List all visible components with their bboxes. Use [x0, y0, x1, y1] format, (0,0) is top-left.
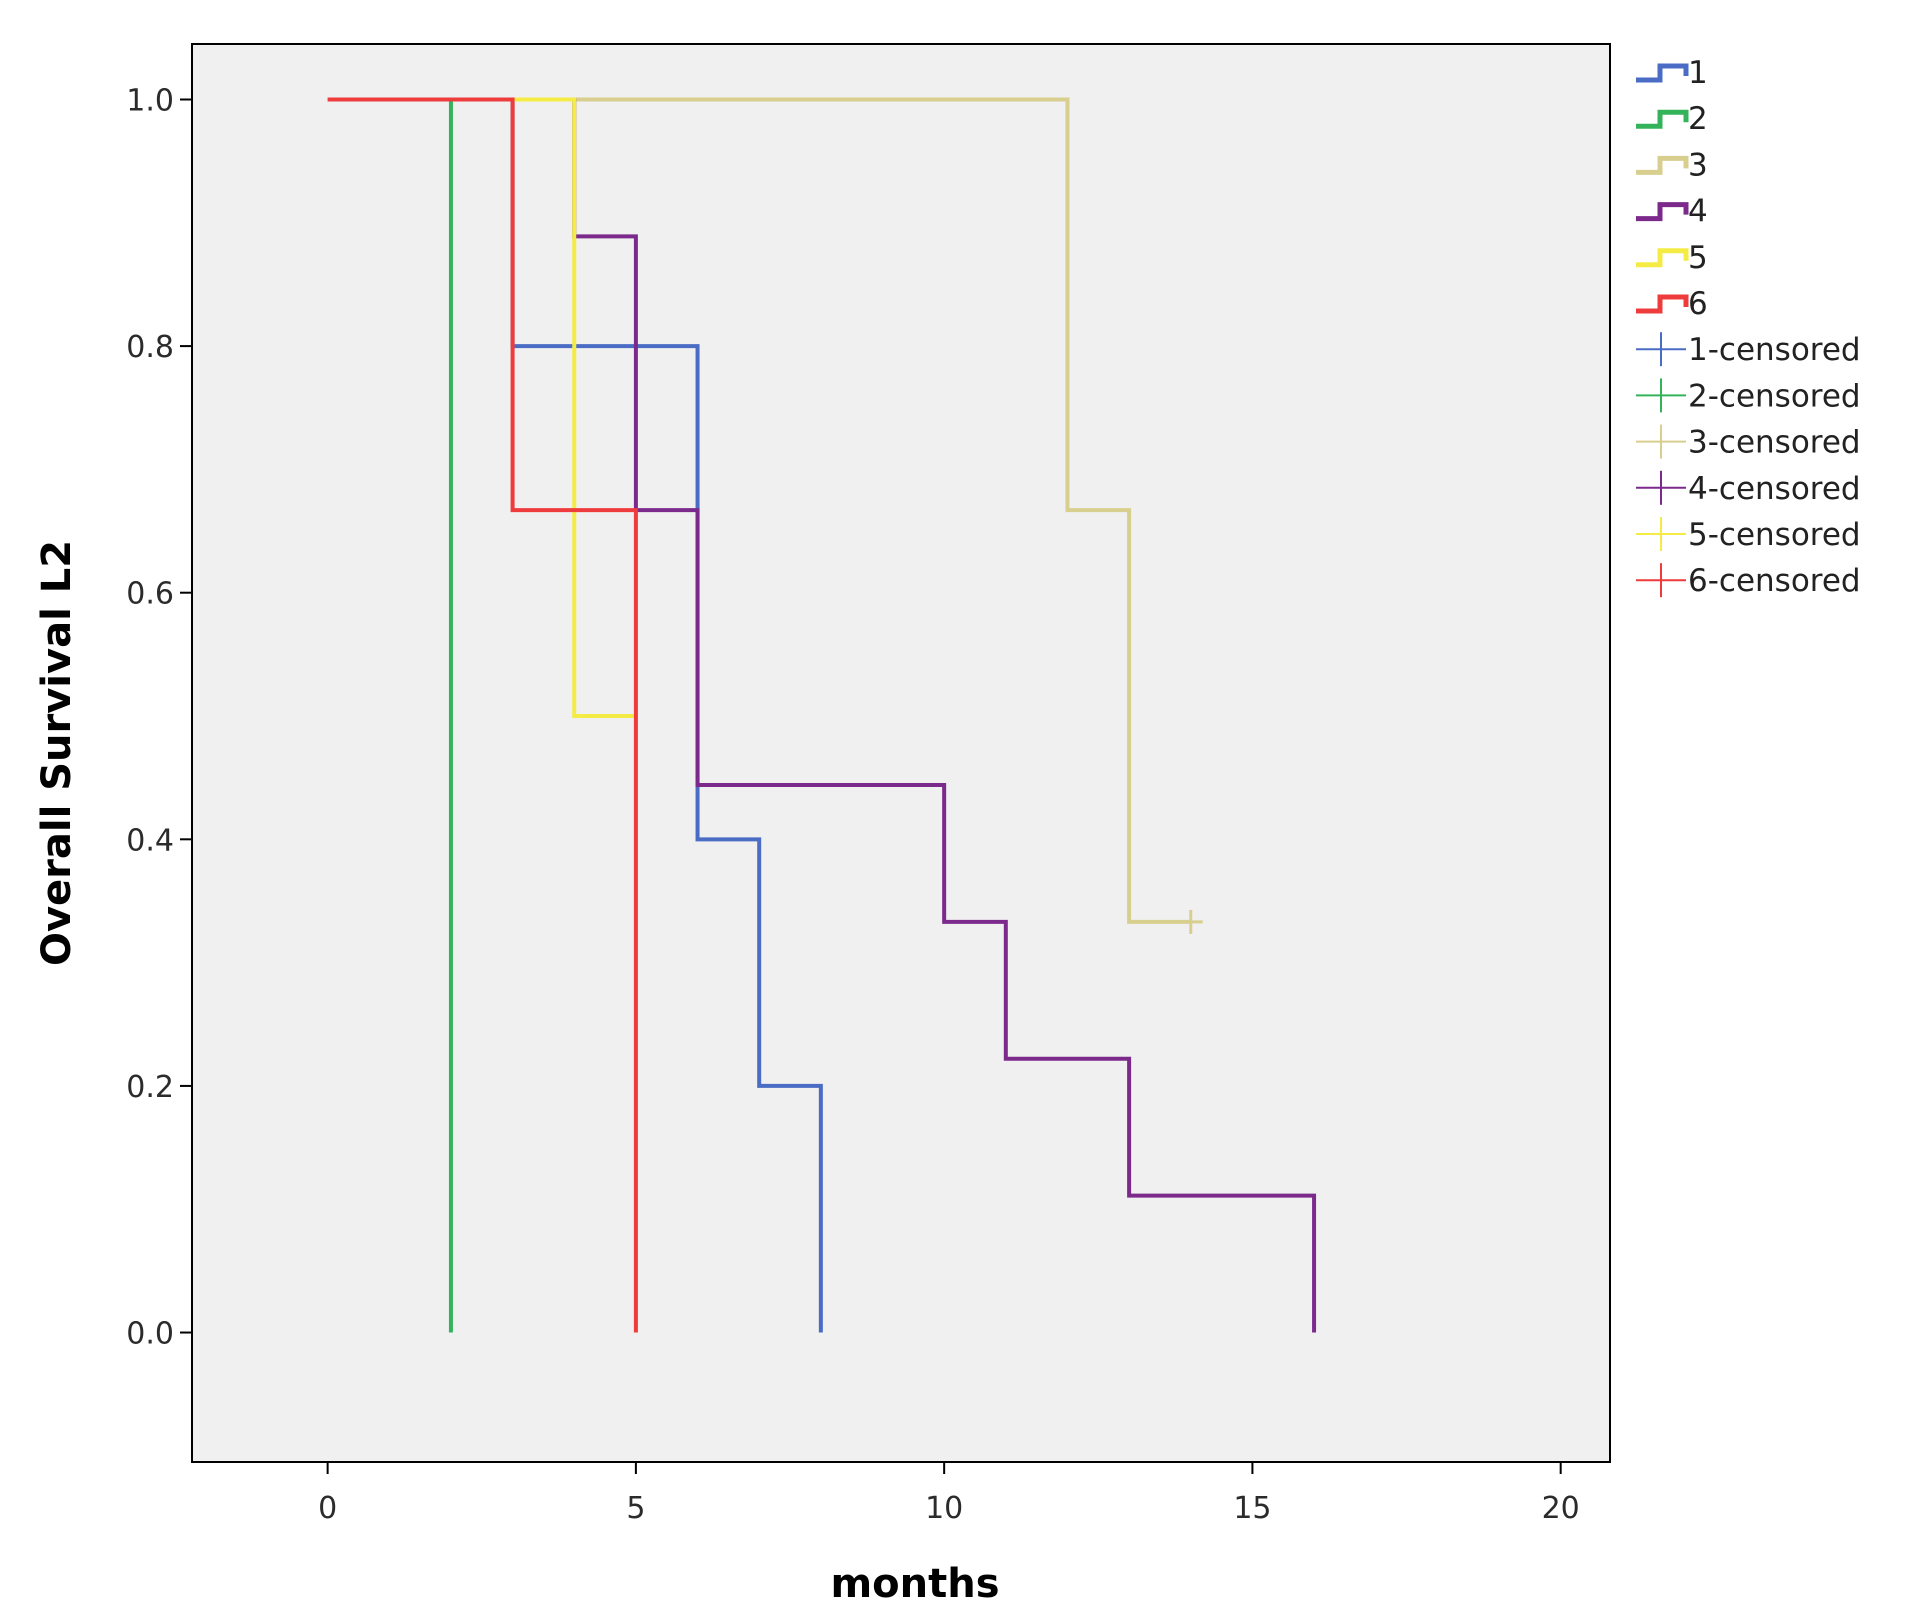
legend-censor-swatch — [1636, 563, 1686, 598]
y-tick-label: 0.0 — [126, 1317, 174, 1352]
series-4-line — [327, 97, 1317, 1333]
plot-area — [191, 43, 1611, 1463]
legend-item-4-censored: 4-censored — [1636, 470, 1861, 507]
legend-swatch — [1636, 109, 1689, 129]
series-3-line — [327, 97, 1191, 924]
x-tick-label: 20 — [1542, 1491, 1580, 1526]
legend-swatch — [1636, 155, 1689, 175]
legend-censor-swatch — [1636, 517, 1686, 551]
legend-label: 5 — [1688, 240, 1708, 276]
series-3-censor-mark — [1178, 909, 1203, 934]
legend-item-5: 5 — [1636, 240, 1708, 276]
legend-item-4: 4 — [1636, 194, 1708, 230]
legend-item-2-censored: 2-censored — [1636, 378, 1861, 414]
legend-censor-swatch — [1636, 378, 1686, 413]
legend-label: 1-censored — [1688, 332, 1861, 368]
x-axis-title: months — [830, 1561, 999, 1607]
y-tick-label: 0.8 — [126, 330, 174, 365]
legend: 1 2 3 4 5 6 1-censored 2-censored 3-censored 4-ce… — [1636, 55, 1861, 599]
legend-item-2: 2 — [1636, 101, 1708, 137]
x-tick-label: 5 — [626, 1491, 645, 1526]
legend-label: 4-censored — [1688, 471, 1861, 507]
legend-label: 4 — [1688, 194, 1708, 230]
y-tick-label: 0.4 — [126, 823, 174, 858]
legend-item-5-censored: 5-censored — [1636, 517, 1861, 553]
legend-label: 2 — [1688, 101, 1708, 137]
legend-label: 3-censored — [1688, 425, 1861, 461]
legend-censor-swatch — [1636, 332, 1686, 367]
legend-censor-swatch — [1636, 424, 1686, 459]
legend-label: 6-censored — [1688, 563, 1861, 599]
legend-censor-swatch — [1636, 470, 1686, 505]
legend-label: 1 — [1688, 55, 1708, 91]
legend-label: 5-censored — [1688, 517, 1861, 553]
x-tick-label: 0 — [318, 1491, 337, 1526]
legend-item-6: 6 — [1636, 286, 1708, 322]
axis-ticks: 0 5 10 15 20 0.0 0.2 0.4 0.6 0.8 1.0 — [126, 83, 1579, 1526]
legend-swatch — [1636, 63, 1689, 83]
legend-item-6-censored: 6-censored — [1636, 563, 1861, 599]
legend-item-1-censored: 1-censored — [1636, 332, 1861, 368]
legend-label: 6 — [1688, 286, 1708, 322]
y-tick-label: 0.2 — [126, 1070, 174, 1105]
legend-swatch — [1636, 202, 1689, 222]
legend-label: 2-censored — [1688, 378, 1861, 414]
legend-item-1: 1 — [1636, 55, 1708, 91]
x-tick-label: 15 — [1233, 1491, 1271, 1526]
legend-swatch — [1636, 248, 1689, 268]
y-tick-label: 1.0 — [126, 83, 174, 118]
y-tick-label: 0.6 — [126, 577, 174, 612]
series-6-line — [327, 97, 638, 1333]
legend-item-3: 3 — [1636, 147, 1708, 183]
x-tick-label: 10 — [925, 1491, 963, 1526]
legend-label: 3 — [1688, 147, 1708, 183]
y-axis-title: Overall Survival L2 — [34, 540, 80, 966]
legend-swatch — [1636, 294, 1689, 314]
legend-item-3-censored: 3-censored — [1636, 424, 1861, 461]
survival-curves — [327, 97, 1317, 1333]
